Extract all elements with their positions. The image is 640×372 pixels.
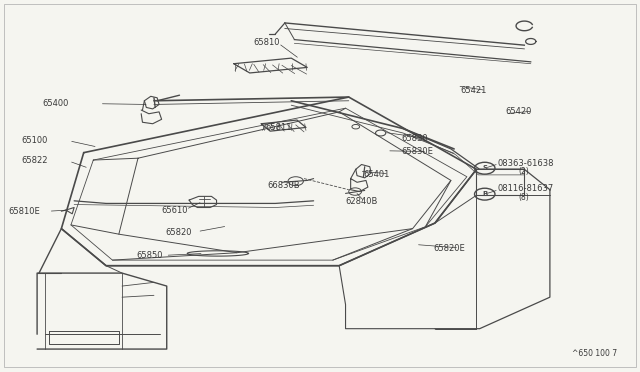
Text: 65820E: 65820E (434, 244, 465, 253)
Text: B: B (482, 191, 488, 197)
Text: 66830B: 66830B (268, 181, 300, 190)
Text: 65810E: 65810E (8, 207, 40, 216)
Text: 65830: 65830 (402, 134, 428, 143)
Text: 65810: 65810 (253, 38, 280, 47)
Text: (8): (8) (518, 193, 529, 202)
Text: 65822: 65822 (21, 156, 47, 165)
Text: 65830E: 65830E (402, 147, 434, 156)
Text: 65401: 65401 (364, 170, 390, 179)
Text: 65421: 65421 (461, 86, 487, 95)
Text: ^650 100 7: ^650 100 7 (572, 349, 617, 358)
Text: 65100: 65100 (21, 136, 47, 145)
Text: 62840B: 62840B (346, 197, 378, 206)
Text: 65850: 65850 (136, 251, 163, 260)
Text: 65820: 65820 (166, 228, 192, 237)
Text: 65400: 65400 (42, 99, 68, 108)
Text: 08363-61638: 08363-61638 (497, 158, 554, 167)
Text: 65811: 65811 (266, 123, 292, 132)
Text: S: S (483, 165, 487, 171)
Text: (2): (2) (518, 167, 529, 176)
Text: 08116-81637: 08116-81637 (497, 185, 554, 193)
Text: 65420: 65420 (505, 107, 532, 116)
Text: 65610: 65610 (162, 206, 188, 215)
